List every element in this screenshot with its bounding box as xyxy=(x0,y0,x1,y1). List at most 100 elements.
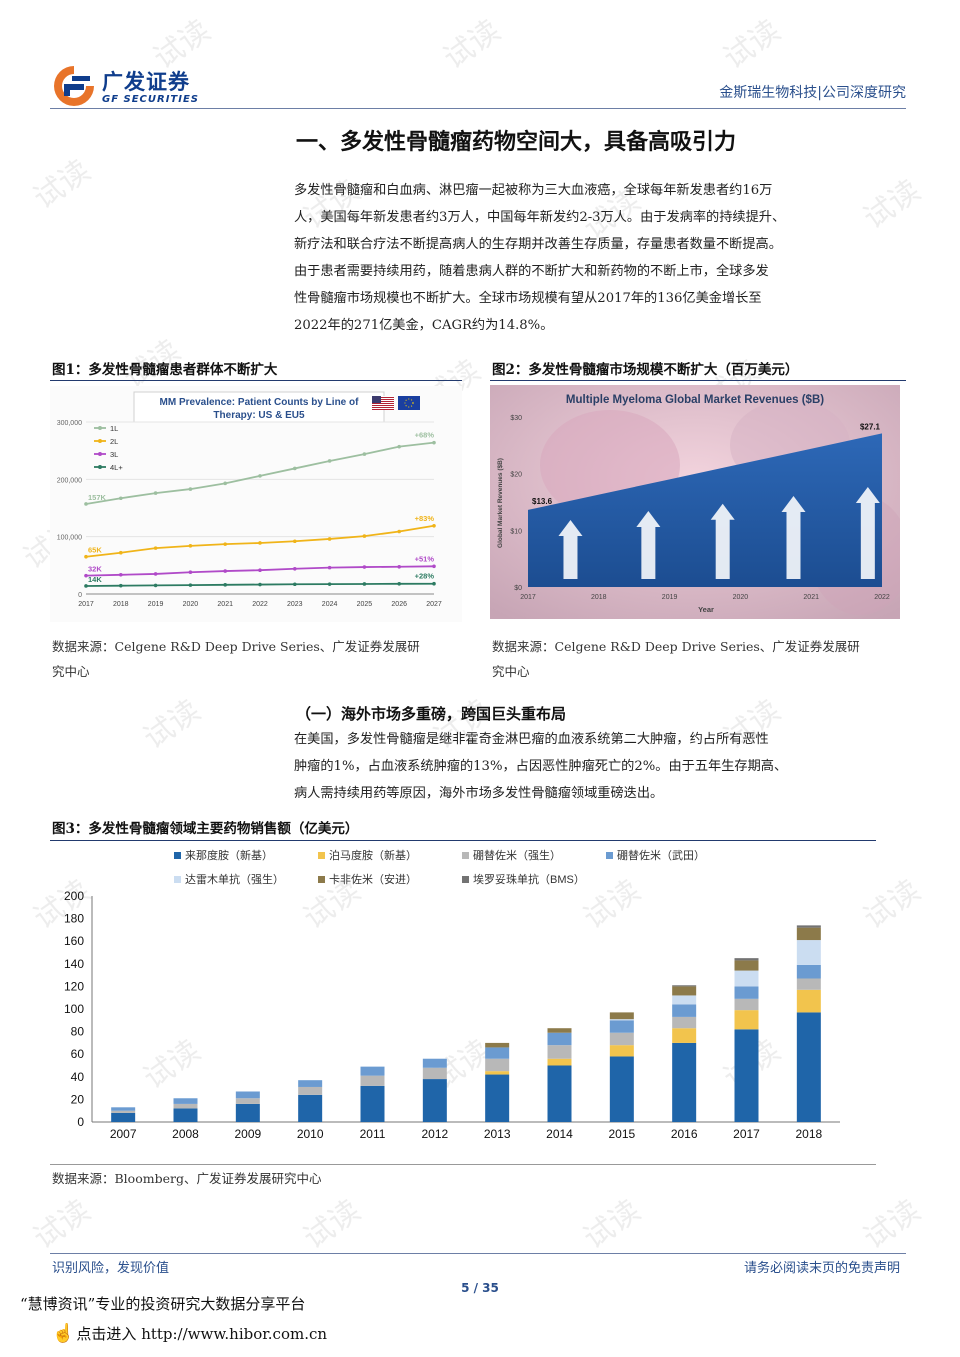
bar-segment xyxy=(796,989,821,1013)
x-tick-label: 2018 xyxy=(795,1127,822,1141)
x-tick-label: 2011 xyxy=(360,1127,386,1141)
legend-label: 埃罗妥珠单抗（BMS） xyxy=(473,872,585,886)
y-tick-label: $0 xyxy=(514,585,522,592)
hibor-link[interactable]: ☝ 点击进入 http://www.hibor.com.cn xyxy=(52,1323,327,1344)
bar-segment xyxy=(485,1071,510,1075)
data-point xyxy=(223,542,227,546)
section-title: 一、多发性骨髓瘤药物空间大，具备高吸引力 xyxy=(296,129,737,155)
us-flag-stripe xyxy=(372,400,394,401)
data-point xyxy=(188,570,193,575)
subsection-title: （一）海外市场多重磅，跨国巨头重布局 xyxy=(296,705,567,723)
series-line xyxy=(85,441,435,505)
y-tick-label: 200 xyxy=(64,889,84,903)
data-point xyxy=(153,572,158,576)
x-axis-label: Year xyxy=(698,605,714,614)
x-tick-label: 2008 xyxy=(172,1127,199,1141)
data-point xyxy=(153,546,158,550)
start-value-label: $13.6 xyxy=(532,497,553,506)
legend-label: 1L xyxy=(110,424,118,433)
chart-title: Multiple Myeloma Global Market Revenues … xyxy=(566,394,824,406)
bar-segment xyxy=(672,985,697,987)
bar-segment xyxy=(609,1012,634,1020)
data-point xyxy=(188,544,193,548)
disclaimer-link[interactable]: 请务必阅读末页的免责声明 xyxy=(743,1261,900,1276)
bar-segment xyxy=(734,958,759,961)
bar-segment xyxy=(734,1010,759,1030)
paragraph-line: 性骨髓瘤市场规模也不断扩大。全球市场规模有望从2017年的136亿美金增长至 xyxy=(294,291,762,306)
legend-swatch xyxy=(606,852,613,859)
x-tick-label: 2022 xyxy=(252,601,268,608)
bar-segment xyxy=(298,1086,323,1095)
bar-segment xyxy=(796,978,821,990)
legend-label: 卡非佐米（安进） xyxy=(329,872,417,886)
watermark-text: 试读 xyxy=(437,13,507,77)
data-point xyxy=(362,582,367,586)
us-flag-stripe xyxy=(372,404,394,405)
bar-segment xyxy=(485,1047,510,1059)
y-tick-label: 80 xyxy=(71,1025,85,1039)
data-point xyxy=(362,565,367,569)
data-point xyxy=(362,452,367,456)
bar-segment xyxy=(547,1045,572,1059)
bar-segment xyxy=(734,986,759,999)
bar-segment xyxy=(734,998,759,1011)
x-tick-label: 2012 xyxy=(421,1127,448,1141)
start-value-label: 157K xyxy=(88,493,107,502)
data-point xyxy=(258,568,262,573)
x-tick-label: 2019 xyxy=(148,601,164,608)
paragraph-line: 由于患者需要持续用药，随着患病人群的不断扩大和新药物的不断上市，全球多发 xyxy=(294,264,769,279)
growth-arrow-icon xyxy=(636,511,661,579)
x-tick-label: 2018 xyxy=(591,594,607,601)
figure3-chart-frame: 来那度胺（新基） 泊马度胺（新基） 硼替佐米（强生） 硼替佐米（武田） 达雷木单抗（强生… xyxy=(50,844,876,1164)
bar-segment xyxy=(235,1098,260,1104)
end-growth-label: +51% xyxy=(415,554,435,563)
x-tick-label: 2010 xyxy=(297,1127,324,1141)
data-point xyxy=(119,572,123,577)
source-line: 数据来源：Celgene R&D Deep Drive Series、广发证券发… xyxy=(52,639,420,654)
data-point xyxy=(293,539,297,544)
x-tick-label: 2020 xyxy=(183,601,199,608)
bar-segment xyxy=(422,1079,447,1122)
legend-label: 达雷木单抗（强生） xyxy=(185,872,284,886)
data-point xyxy=(188,487,193,491)
bar-segment xyxy=(547,1058,572,1066)
bar-segment xyxy=(235,1091,260,1099)
data-point xyxy=(84,584,88,588)
x-tick-label: 2015 xyxy=(608,1127,635,1141)
eu-flag-icon xyxy=(398,396,420,410)
legend-label: 泊马度胺（新基） xyxy=(329,848,417,862)
y-tick-label: 120 xyxy=(64,979,84,993)
header-rule xyxy=(50,108,906,109)
paragraph-line: 2022年的271亿美金，CAGR约为14.8%。 xyxy=(294,318,554,333)
y-tick-label: 100 xyxy=(64,1002,84,1016)
figure1-title: 图1：多发性骨髓瘤患者群体不断扩大 xyxy=(52,362,278,378)
x-tick-label: 2026 xyxy=(391,601,407,608)
section1-paragraph: 多发性骨髓瘤和白血病、淋巴瘤一起被称为三大血液癌，全球每年新发患者约16万 人，… xyxy=(294,177,906,339)
legend-label: 3L xyxy=(110,450,118,459)
growth-arrow-icon xyxy=(855,487,880,579)
bar-segment xyxy=(609,1019,634,1021)
us-flag-stripe xyxy=(372,408,394,409)
figure1-rule xyxy=(50,380,462,381)
x-tick-label: 2020 xyxy=(733,594,749,601)
start-value-label: 14K xyxy=(88,575,102,584)
y-tick-label: 160 xyxy=(64,934,84,948)
figure3-title: 图3：多发性骨髓瘤领域主要药物销售额（亿美元） xyxy=(52,821,359,837)
watermark-text: 试读 xyxy=(27,153,97,217)
us-flag-stripe xyxy=(372,406,394,407)
paragraph-line: 在美国，多发性骨髓瘤是继非霍奇金淋巴瘤的血液系统第二大肿瘤，约占所有恶性 xyxy=(294,732,769,747)
hand-pointer-icon: ☝ xyxy=(52,1323,75,1344)
x-tick-label: 2017 xyxy=(520,594,536,601)
bar-segment xyxy=(360,1066,385,1076)
figure2-rule xyxy=(490,380,906,381)
paragraph-line: 人，美国每年新发患者约3万人，中国每年新发约2-3万人。由于发病率的持续提升、 xyxy=(294,210,786,225)
brand-name-cn: 广发证券 xyxy=(102,70,190,94)
source-line: 数据来源：Celgene R&D Deep Drive Series、广发证券发… xyxy=(492,639,860,654)
figure3-rule xyxy=(50,840,876,841)
data-point xyxy=(119,550,123,555)
bar-segment xyxy=(422,1067,447,1080)
footer-slogan: 识别风险，发现价值 xyxy=(52,1261,170,1276)
bar-segment xyxy=(547,1028,572,1033)
bar-segment xyxy=(173,1098,198,1104)
bar-segment xyxy=(734,960,759,971)
